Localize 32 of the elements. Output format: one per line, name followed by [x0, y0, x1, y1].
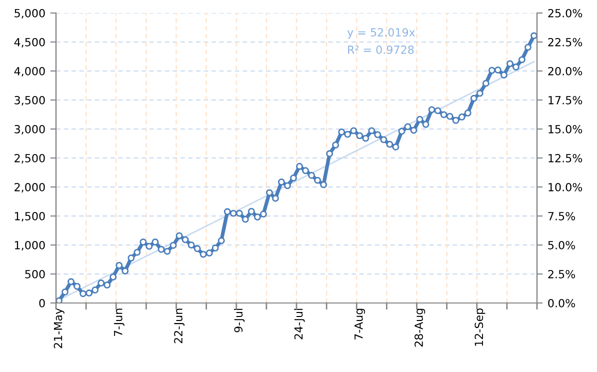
y-tick-label: 4,500: [14, 38, 45, 48]
y2-tick-label: 7.5%: [548, 212, 576, 220]
y-tick-label: 1,500: [14, 212, 45, 222]
y2-tick-label: 0.0%: [548, 298, 576, 308]
y-tick-label: 3,000: [14, 124, 45, 135]
x-tick-label: 12-Sep: [474, 308, 486, 346]
y-tick-label: 2,500: [14, 154, 45, 164]
x-tick-label: 21-May: [54, 308, 64, 348]
y2-tick-label: 10.0%: [548, 182, 582, 192]
x-tick-label: 24-Jul: [294, 308, 305, 340]
y-tick-label: 0: [39, 298, 45, 308]
x-tick-label: 28-Aug: [414, 308, 426, 347]
y2-tick-label: 20.0%: [548, 66, 582, 76]
y2-tick-label: 15.0%: [548, 124, 582, 134]
y2-tick-label: 12.5%: [548, 154, 582, 162]
y-tick-label: 2,000: [14, 182, 45, 193]
y-tick-label: 1,000: [14, 240, 45, 251]
annotation: R² = 0.9728: [348, 46, 414, 54]
y-tick-label: 3,500: [14, 96, 45, 106]
x-tick-label: 22-Jun: [174, 308, 185, 344]
x-tick-label: 7-Jun: [114, 308, 124, 336]
annotation: y = 52.019x: [347, 28, 416, 39]
y-tick-label: 4,000: [14, 66, 45, 77]
y2-tick-label: 2.5%: [548, 270, 576, 278]
y-tick-label: 5,000: [14, 8, 45, 19]
y2-tick-label: 25.0%: [548, 8, 582, 18]
y-tick-label: 500: [25, 270, 45, 278]
y2-tick-label: 5.0%: [548, 240, 576, 250]
y2-tick-label: 17.5%: [548, 96, 582, 104]
x-tick-label: 9-Jul: [234, 308, 245, 332]
y2-tick-label: 22.5%: [548, 38, 582, 46]
x-tick-label: 7-Aug: [354, 308, 366, 340]
